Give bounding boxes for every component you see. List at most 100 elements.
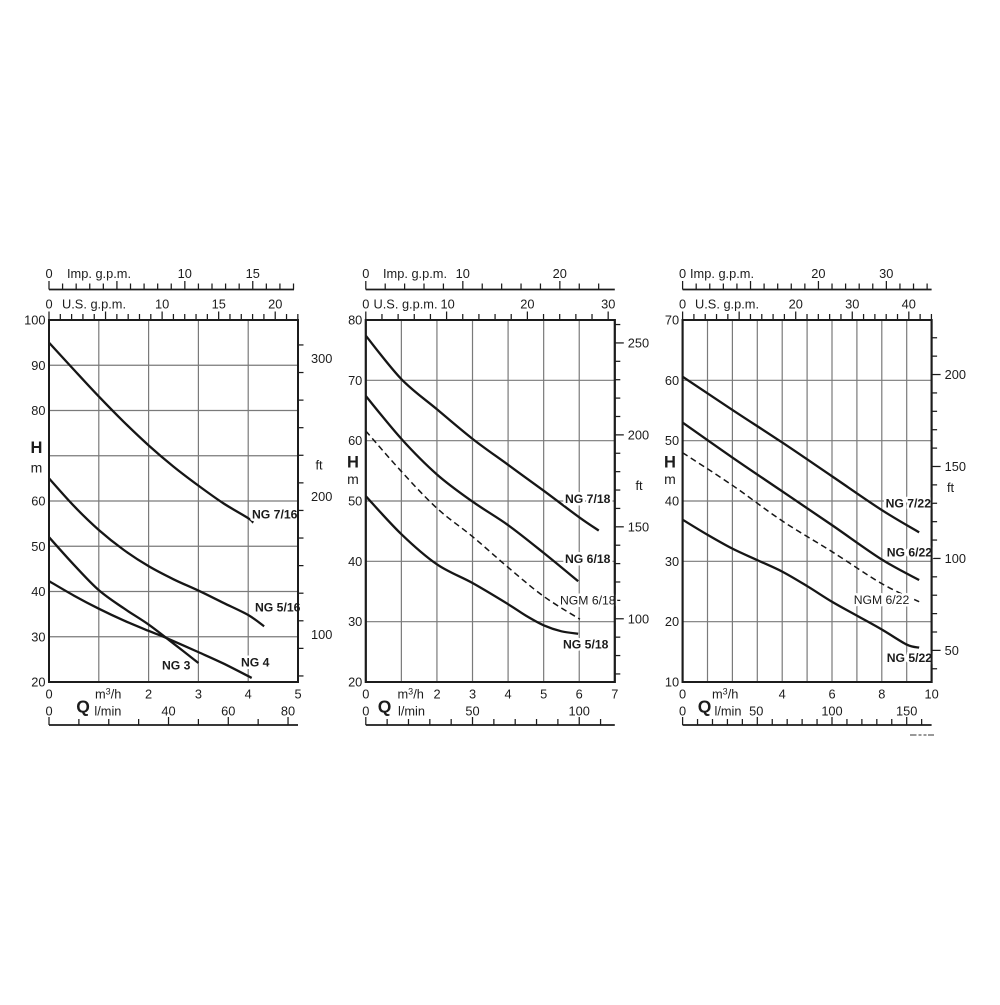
svg-text:10: 10 [178, 266, 192, 281]
svg-text:20: 20 [665, 614, 679, 629]
svg-text:Imp. g.p.m.: Imp. g.p.m. [690, 266, 754, 281]
svg-text:150: 150 [628, 519, 649, 534]
svg-text:80: 80 [348, 313, 362, 328]
svg-text:10: 10 [456, 266, 470, 281]
svg-text:15: 15 [246, 266, 260, 281]
svg-text:10: 10 [665, 675, 679, 690]
svg-text:0: 0 [45, 266, 52, 281]
svg-text:3: 3 [469, 687, 476, 702]
svg-text:NG 3: NG 3 [162, 659, 191, 673]
svg-text:200: 200 [628, 427, 649, 442]
svg-text:60: 60 [348, 433, 362, 448]
svg-text:m3/h: m3/h [95, 687, 121, 702]
svg-text:20: 20 [811, 266, 825, 281]
svg-text:100: 100 [24, 313, 45, 328]
svg-text:5: 5 [294, 687, 301, 702]
svg-text:0: 0 [45, 687, 52, 702]
svg-text:m3/h: m3/h [712, 687, 738, 702]
svg-text:100: 100 [569, 704, 590, 719]
svg-text:NG 5/18: NG 5/18 [563, 638, 609, 652]
svg-text:U.S. g.p.m.: U.S. g.p.m. [695, 297, 759, 312]
svg-text:0: 0 [45, 704, 52, 719]
svg-text:40: 40 [902, 297, 916, 312]
svg-text:250: 250 [628, 335, 649, 350]
svg-text:m: m [31, 460, 43, 476]
svg-text:4: 4 [779, 687, 786, 702]
svg-text:50: 50 [945, 643, 959, 658]
svg-text:40: 40 [161, 704, 175, 719]
svg-text:6: 6 [828, 687, 835, 702]
svg-text:10: 10 [924, 687, 938, 702]
svg-text:70: 70 [665, 313, 679, 328]
svg-text:l/min: l/min [398, 704, 425, 719]
svg-text:H: H [664, 454, 676, 472]
svg-text:150: 150 [896, 704, 917, 719]
svg-text:NG 4: NG 4 [241, 656, 270, 670]
svg-text:100: 100 [821, 704, 842, 719]
svg-text:4: 4 [505, 687, 512, 702]
svg-text:ft: ft [316, 458, 324, 473]
svg-text:l/min: l/min [94, 704, 121, 719]
svg-text:Imp. g.p.m.: Imp. g.p.m. [67, 266, 131, 281]
svg-text:20: 20 [268, 297, 282, 312]
svg-text:20: 20 [553, 266, 567, 281]
svg-text:m: m [347, 471, 359, 487]
svg-text:30: 30 [845, 297, 859, 312]
svg-text:100: 100 [945, 551, 966, 566]
svg-text:Q: Q [378, 697, 392, 717]
svg-text:0: 0 [362, 297, 369, 312]
svg-text:NGM 6/22: NGM 6/22 [854, 593, 910, 607]
svg-text:2: 2 [145, 687, 152, 702]
svg-text:80: 80 [281, 704, 295, 719]
svg-text:20: 20 [520, 297, 534, 312]
svg-text:ft: ft [947, 480, 955, 495]
svg-text:0: 0 [45, 297, 52, 312]
svg-text:m: m [664, 471, 676, 487]
svg-text:0: 0 [679, 266, 686, 281]
svg-text:m3/h: m3/h [398, 687, 424, 702]
svg-text:10: 10 [155, 297, 169, 312]
svg-text:H: H [31, 439, 43, 457]
svg-text:60: 60 [221, 704, 235, 719]
svg-text:200: 200 [311, 489, 332, 504]
svg-text:l/min: l/min [715, 704, 742, 719]
svg-text:3: 3 [195, 687, 202, 702]
svg-text:300: 300 [311, 351, 332, 366]
svg-text:100: 100 [628, 611, 649, 626]
svg-text:0: 0 [362, 704, 369, 719]
svg-text:40: 40 [31, 584, 45, 599]
svg-text:5: 5 [540, 687, 547, 702]
svg-text:60: 60 [665, 373, 679, 388]
svg-text:ft: ft [636, 478, 644, 493]
svg-text:0: 0 [679, 297, 686, 312]
svg-text:50: 50 [749, 704, 763, 719]
svg-text:150: 150 [945, 459, 966, 474]
svg-text:100: 100 [311, 627, 332, 642]
svg-text:200: 200 [945, 367, 966, 382]
svg-text:30: 30 [665, 554, 679, 569]
svg-text:Q: Q [76, 697, 90, 717]
svg-text:NG 7/16: NG 7/16 [252, 508, 298, 522]
svg-text:70: 70 [348, 373, 362, 388]
svg-text:30: 30 [348, 614, 362, 629]
svg-text:50: 50 [348, 494, 362, 509]
svg-text:H: H [347, 454, 359, 472]
svg-text:40: 40 [665, 494, 679, 509]
svg-text:40: 40 [348, 554, 362, 569]
svg-text:20: 20 [348, 675, 362, 690]
svg-text:U.S. g.p.m.: U.S. g.p.m. [374, 297, 438, 312]
svg-text:50: 50 [31, 539, 45, 554]
svg-text:50: 50 [665, 433, 679, 448]
svg-text:Q: Q [698, 697, 712, 717]
svg-text:30: 30 [601, 297, 615, 312]
svg-text:NGM 6/18: NGM 6/18 [560, 593, 616, 607]
svg-text:0: 0 [679, 687, 686, 702]
svg-text:6: 6 [576, 687, 583, 702]
svg-text:NG 6/18: NG 6/18 [565, 552, 611, 566]
svg-text:0: 0 [362, 266, 369, 281]
svg-text:NG 5/16: NG 5/16 [255, 601, 301, 615]
svg-text:Imp. g.p.m.: Imp. g.p.m. [383, 266, 447, 281]
svg-text:2: 2 [433, 687, 440, 702]
svg-text:U.S. g.p.m.: U.S. g.p.m. [62, 297, 126, 312]
svg-text:20: 20 [789, 297, 803, 312]
